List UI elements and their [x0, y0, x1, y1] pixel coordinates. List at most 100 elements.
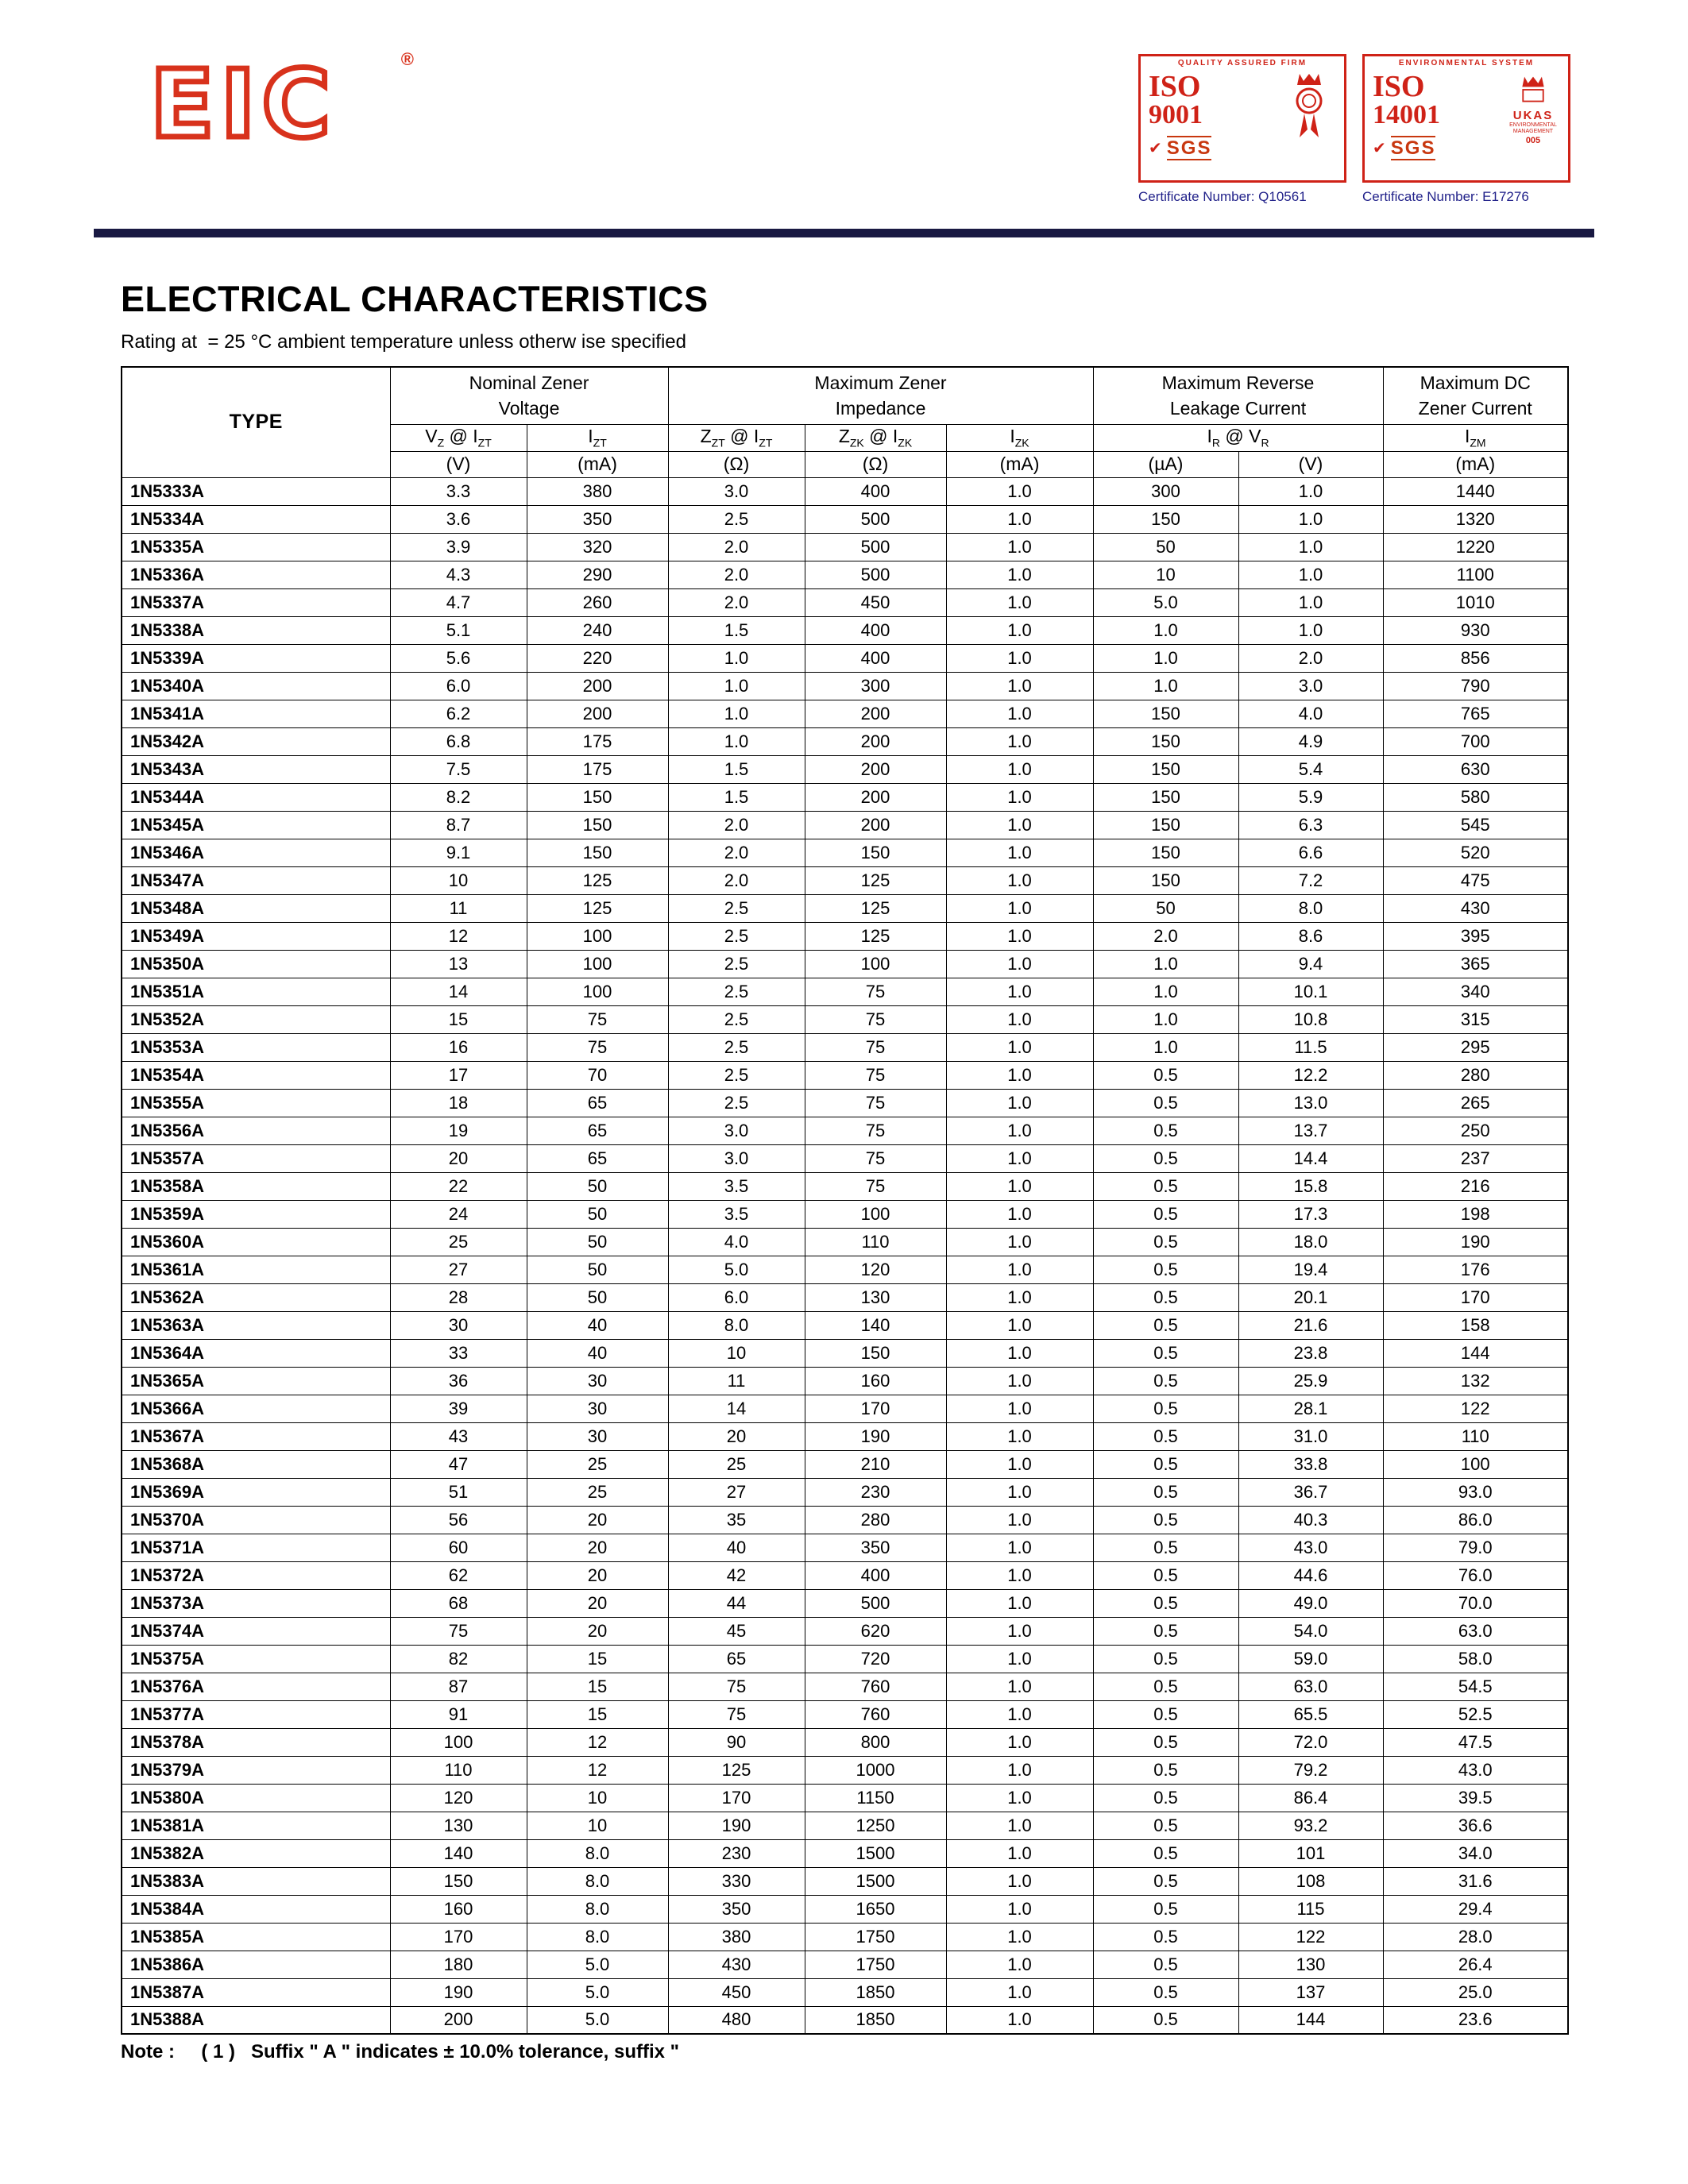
type-cell: 1N5376A — [121, 1672, 391, 1701]
value-cell: 50 — [526, 1227, 669, 1256]
value-cell: 122 — [1238, 1922, 1384, 1951]
value-cell: 1.0 — [945, 615, 1094, 645]
type-cell: 1N5386A — [121, 1950, 391, 1979]
value-cell: 10.1 — [1238, 977, 1384, 1006]
value-cell: 110 — [1382, 1422, 1569, 1451]
col-group-max-dc-current: Maximum DC Zener Current — [1382, 366, 1569, 425]
value-cell: 50 — [1092, 893, 1239, 923]
value-cell: 1010 — [1382, 588, 1569, 617]
value-cell: 400 — [804, 477, 947, 506]
value-cell: 100 — [1382, 1449, 1569, 1479]
value-cell: 200 — [526, 699, 669, 728]
value-cell: 2.5 — [667, 1032, 805, 1062]
value-cell: 1.0 — [945, 1783, 1094, 1812]
value-cell: 250 — [1382, 1116, 1569, 1145]
value-cell: 50 — [526, 1199, 669, 1229]
value-cell: 5.0 — [667, 1255, 805, 1284]
table-row: 1N5343A 7.5 175 1.5 200 1.0 150 5.4 630 — [121, 754, 1569, 784]
value-cell: 170 — [1382, 1283, 1569, 1312]
value-cell: 65 — [526, 1088, 669, 1117]
value-cell: 6.8 — [389, 727, 527, 756]
col-header-zzk: ZZK @ IZK — [804, 423, 947, 452]
value-cell: 1.0 — [945, 699, 1094, 728]
type-cell: 1N5387A — [121, 1978, 391, 2007]
value-cell: 500 — [804, 560, 947, 589]
value-cell: 2.5 — [667, 949, 805, 978]
value-cell: 30 — [389, 1310, 527, 1340]
value-cell: 190 — [804, 1422, 947, 1451]
value-cell: 320 — [526, 532, 669, 561]
value-cell: 1.0 — [945, 838, 1094, 867]
col-header-vz-izt: VZ @ IZT — [389, 423, 527, 452]
value-cell: 20 — [526, 1561, 669, 1590]
value-cell: 260 — [526, 588, 669, 617]
iso-number: 14001 — [1373, 100, 1440, 130]
value-cell: 40 — [667, 1533, 805, 1562]
value-cell: 1100 — [1382, 560, 1569, 589]
type-cell: 1N5367A — [121, 1422, 391, 1451]
value-cell: 75 — [526, 1005, 669, 1034]
value-cell: 0.5 — [1092, 1422, 1239, 1451]
type-cell: 1N5340A — [121, 671, 391, 700]
table-row: 1N5347A 10 125 2.0 125 1.0 150 7.2 475 — [121, 866, 1569, 895]
value-cell: 7.2 — [1238, 866, 1384, 895]
value-cell: 500 — [804, 504, 947, 534]
value-cell: 180 — [389, 1950, 527, 1979]
value-cell: 15 — [526, 1700, 669, 1729]
value-cell: 50 — [526, 1283, 669, 1312]
value-cell: 340 — [1382, 977, 1569, 1006]
badge-arc-text: QUALITY ASSURED FIRM — [1177, 59, 1308, 68]
value-cell: 4.3 — [389, 560, 527, 589]
value-cell: 350 — [804, 1533, 947, 1562]
value-cell: 1.0 — [945, 1950, 1094, 1979]
value-cell: 150 — [1092, 838, 1239, 867]
value-cell: 6.2 — [389, 699, 527, 728]
table-row: 1N5357A 20 65 3.0 75 1.0 0.5 14.4 237 — [121, 1144, 1569, 1173]
table-row: 1N5358A 22 50 3.5 75 1.0 0.5 15.8 216 — [121, 1171, 1569, 1201]
type-cell: 1N5363A — [121, 1310, 391, 1340]
type-cell: 1N5381A — [121, 1811, 391, 1840]
value-cell: 1.0 — [945, 1032, 1094, 1062]
value-cell: 1.0 — [945, 1338, 1094, 1368]
table-row: 1N5351A 14 100 2.5 75 1.0 1.0 10.1 340 — [121, 977, 1569, 1006]
type-cell: 1N5374A — [121, 1616, 391, 1646]
table-row: 1N5349A 12 100 2.5 125 1.0 2.0 8.6 395 — [121, 921, 1569, 951]
check-icon: ✔ — [1373, 139, 1386, 157]
value-cell: 170 — [667, 1783, 805, 1812]
table-row: 1N5334A 3.6 350 2.5 500 1.0 150 1.0 1320 — [121, 504, 1569, 534]
value-cell: 4.0 — [1238, 699, 1384, 728]
value-cell: 8.0 — [526, 1922, 669, 1951]
value-cell: 1.0 — [1238, 560, 1384, 589]
table-row: 1N5368A 47 25 25 210 1.0 0.5 33.8 100 — [121, 1449, 1569, 1479]
value-cell: 1.0 — [1238, 477, 1384, 506]
value-cell: 1500 — [804, 1866, 947, 1896]
value-cell: 1.0 — [1092, 1032, 1239, 1062]
value-cell: 0.5 — [1092, 1561, 1239, 1590]
value-cell: 120 — [389, 1783, 527, 1812]
value-cell: 765 — [1382, 699, 1569, 728]
value-cell: 1250 — [804, 1811, 947, 1840]
value-cell: 150 — [1092, 810, 1239, 839]
value-cell: 20 — [526, 1588, 669, 1618]
value-cell: 51 — [389, 1477, 527, 1507]
value-cell: 3.3 — [389, 477, 527, 506]
value-cell: 28.0 — [1382, 1922, 1569, 1951]
type-cell: 1N5365A — [121, 1366, 391, 1395]
footnote: Note : ( 1 ) Suffix " A " indicates ± 10… — [121, 2041, 680, 2062]
value-cell: 3.6 — [389, 504, 527, 534]
medal-icon — [1296, 74, 1323, 137]
value-cell: 21.6 — [1238, 1310, 1384, 1340]
value-cell: 15 — [526, 1672, 669, 1701]
value-cell: 75 — [804, 1005, 947, 1034]
value-cell: 158 — [1382, 1310, 1569, 1340]
value-cell: 28 — [389, 1283, 527, 1312]
value-cell: 1.0 — [945, 560, 1094, 589]
value-cell: 50 — [526, 1171, 669, 1201]
page-title: ELECTRICAL CHARACTERISTICS — [121, 279, 709, 319]
value-cell: 23.8 — [1238, 1338, 1384, 1368]
value-cell: 47.5 — [1382, 1727, 1569, 1757]
value-cell: 280 — [804, 1505, 947, 1534]
value-cell: 2.5 — [667, 921, 805, 951]
value-cell: 1440 — [1382, 477, 1569, 506]
eic-logo-text: EIC — [150, 54, 337, 159]
